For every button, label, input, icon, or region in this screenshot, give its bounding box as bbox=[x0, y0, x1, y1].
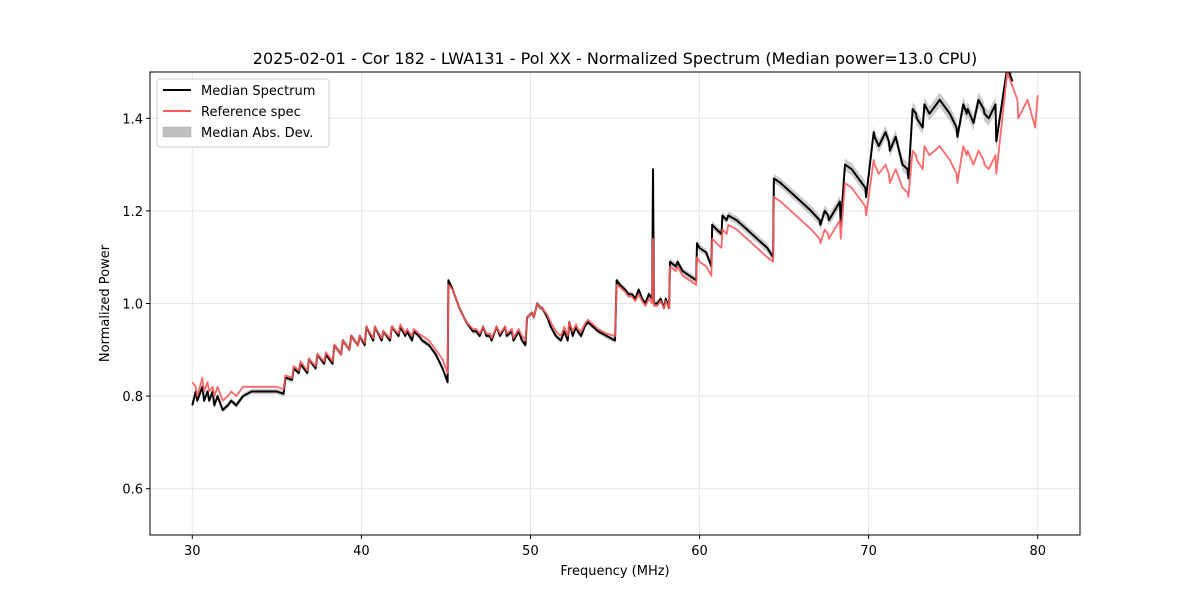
x-tick-label: 80 bbox=[1029, 544, 1046, 559]
x-axis-ticks: 30 40 50 60 70 80 bbox=[184, 535, 1046, 559]
median-spectrum-line bbox=[191, 72, 1014, 411]
x-tick-label: 70 bbox=[860, 544, 877, 559]
x-tick-label: 30 bbox=[184, 544, 201, 559]
legend-mad-label: Median Abs. Dev. bbox=[201, 126, 313, 141]
legend-median-label: Median Spectrum bbox=[201, 84, 315, 99]
chart-title: 2025-02-01 - Cor 182 - LWA131 - Pol XX -… bbox=[253, 49, 977, 68]
x-tick-label: 60 bbox=[691, 544, 708, 559]
x-axis-label: Frequency (MHz) bbox=[560, 564, 669, 579]
median-abs-dev-band bbox=[192, 72, 1013, 413]
legend-mad-swatch bbox=[162, 126, 192, 138]
legend-reference-label: Reference spec bbox=[201, 105, 301, 120]
x-tick-label: 40 bbox=[353, 544, 370, 559]
grid-lines bbox=[150, 72, 1080, 535]
legend: Median Spectrum Reference spec Median Ab… bbox=[156, 78, 330, 148]
y-axis-label: Normalized Power bbox=[98, 244, 113, 362]
y-tick-label: 1.2 bbox=[122, 205, 143, 220]
y-tick-label: 1.4 bbox=[122, 112, 143, 127]
legend-box bbox=[156, 78, 330, 148]
y-axis-ticks: 0.6 0.8 1.0 1.2 1.4 bbox=[122, 112, 150, 498]
y-tick-label: 1.0 bbox=[122, 298, 143, 313]
reference-spec-line bbox=[191, 72, 1039, 402]
y-tick-label: 0.8 bbox=[122, 390, 143, 405]
x-tick-label: 50 bbox=[522, 544, 539, 559]
y-tick-label: 0.6 bbox=[122, 483, 143, 498]
